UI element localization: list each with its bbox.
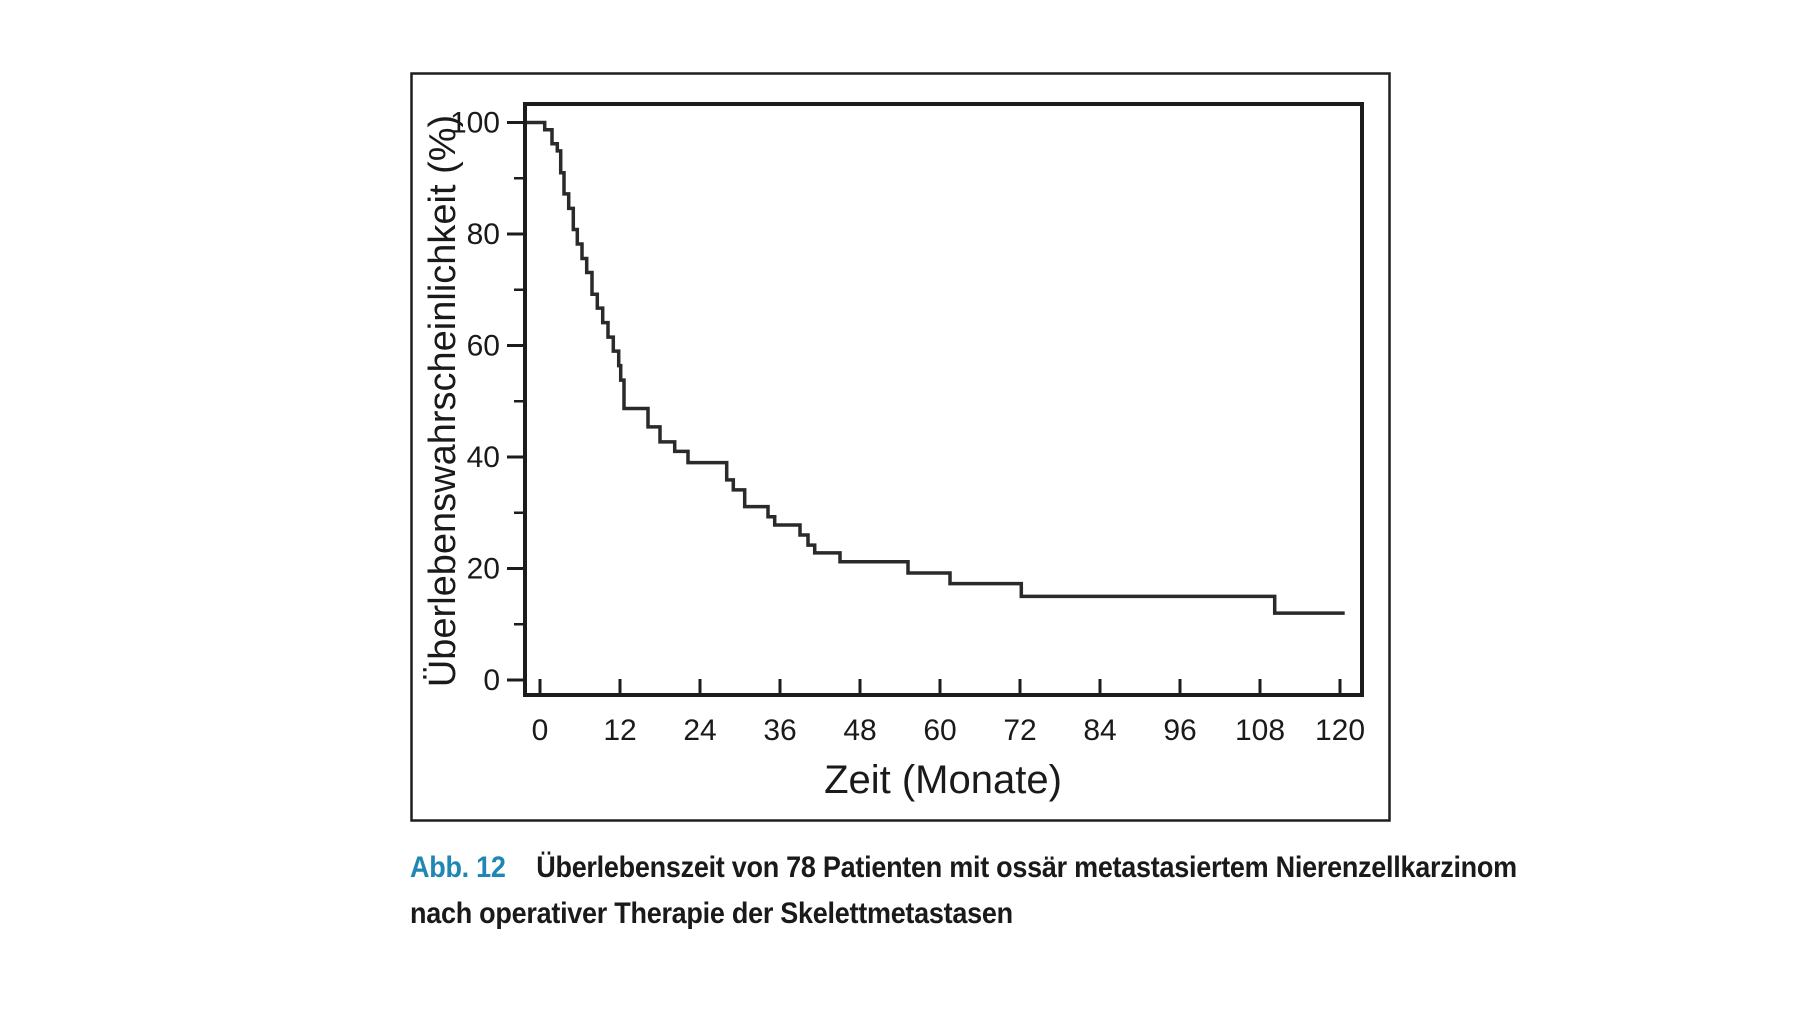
survival-chart: 0 20 40 60 80 100 0 12 24 36 48 60 72 84 96 108 120 Zei… [410, 72, 1391, 822]
x-tick-label: 24 [683, 714, 716, 747]
x-tick-label: 0 [532, 714, 549, 747]
caption-text-1: Überlebenszeit von 78 Patienten mit ossä… [536, 851, 1517, 884]
x-tick-label: 84 [1083, 714, 1116, 747]
y-axis-ticks [507, 121, 525, 682]
x-tick-label: 48 [843, 714, 876, 747]
caption-line-1: Abb. 12 Überlebenszeit von 78 Patienten m… [410, 845, 1517, 891]
figure-caption: Abb. 12 Überlebenszeit von 78 Patienten m… [410, 845, 1517, 937]
x-tick-label: 12 [603, 714, 636, 747]
y-axis-title: Überlebenswahrscheinlichkeit (%) [422, 115, 464, 687]
caption-figure-number: Abb. 12 [410, 851, 506, 884]
y-tick-label: 60 [467, 330, 500, 363]
x-tick-label: 72 [1003, 714, 1036, 747]
caption-line-2: nach operativer Therapie der Skelettmeta… [410, 897, 1013, 930]
y-tick-label: 100 [450, 107, 500, 140]
x-tick-label: 36 [763, 714, 796, 747]
y-tick-label: 40 [467, 441, 500, 474]
x-tick-label: 108 [1235, 714, 1285, 747]
x-axis-ticks [538, 679, 1342, 695]
figure-border [410, 72, 1391, 822]
x-axis-title: Zeit (Monate) [824, 758, 1062, 802]
x-axis-tick-labels: 0 12 24 36 48 60 72 84 96 108 120 [532, 714, 1365, 747]
y-tick-label: 80 [467, 218, 500, 251]
x-tick-label: 120 [1315, 714, 1365, 747]
x-tick-label: 96 [1163, 714, 1196, 747]
y-tick-label: 20 [467, 553, 500, 586]
y-tick-label: 0 [483, 664, 500, 697]
plot-area-border [523, 102, 1364, 697]
x-tick-label: 60 [923, 714, 956, 747]
y-axis-tick-labels: 0 20 40 60 80 100 [450, 107, 500, 698]
survival-curve [527, 120, 1345, 615]
y-axis-minor-ticks [514, 177, 525, 626]
